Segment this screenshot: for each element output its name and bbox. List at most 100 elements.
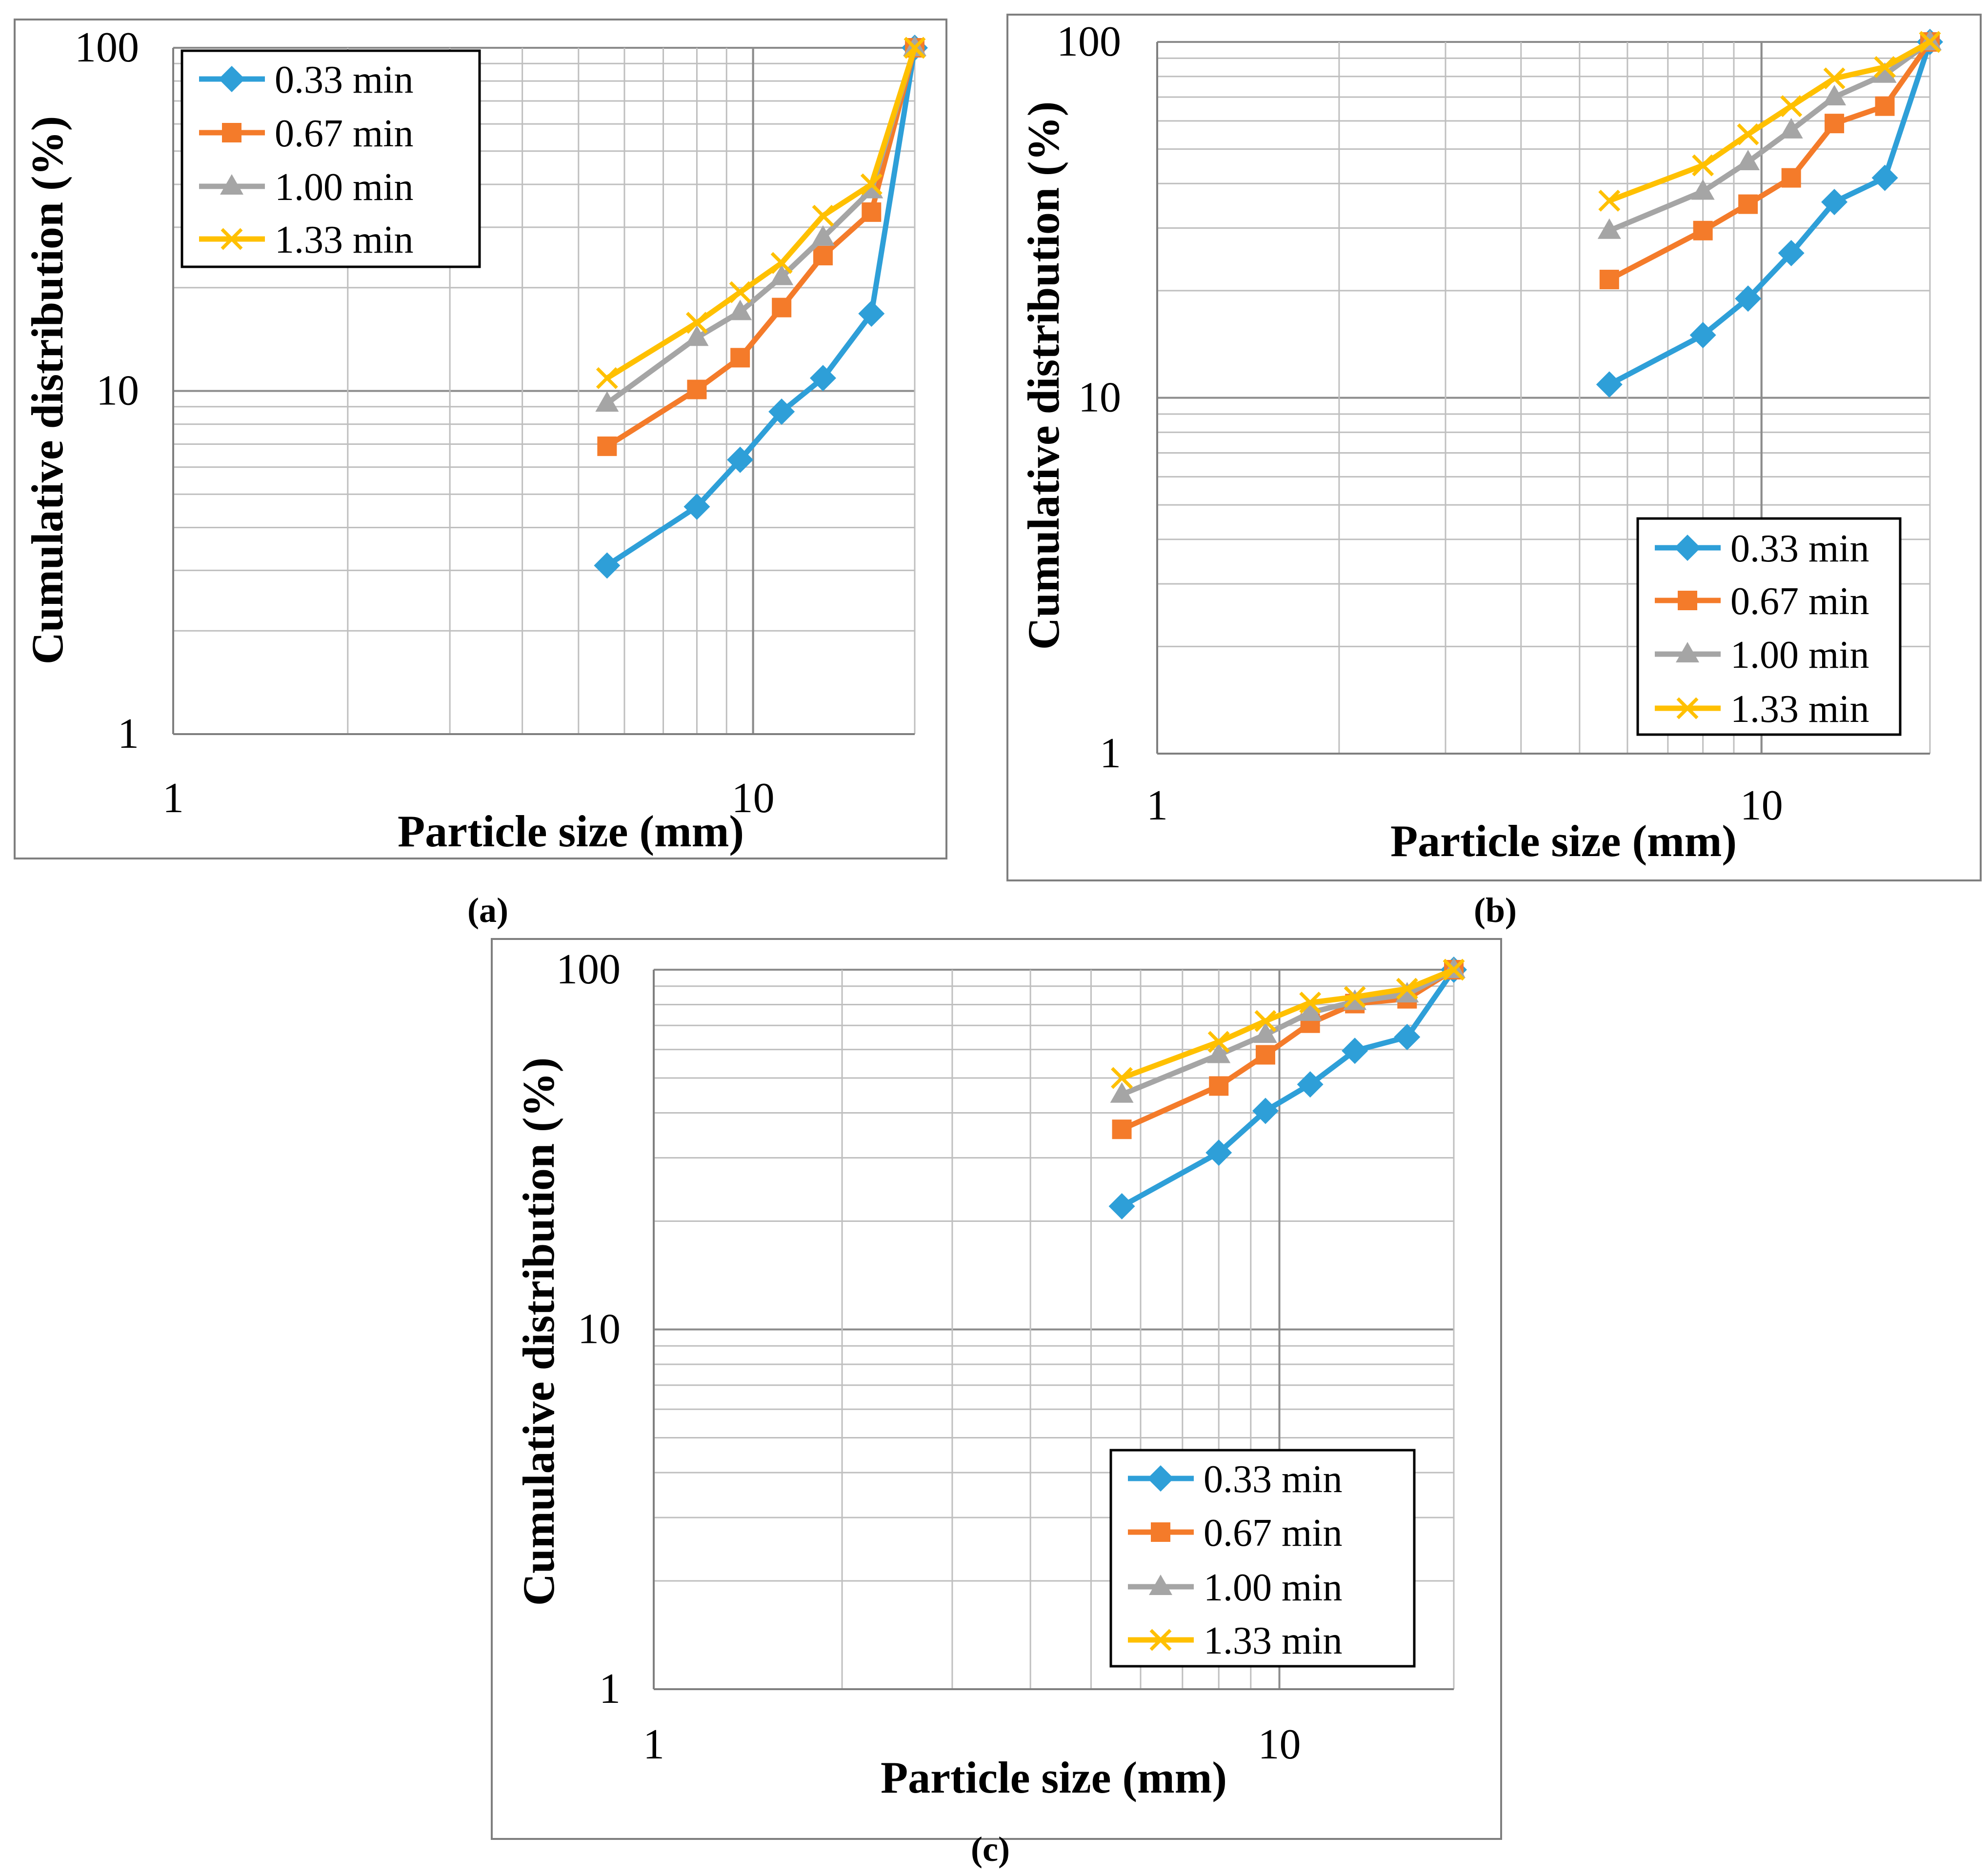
chart-b-legend-entry-1-00-min-label: 1.00 min xyxy=(1730,634,1869,677)
chart-a-series-1-33-min-point-stroke-b xyxy=(904,37,926,59)
chart-a-series-1-00-min xyxy=(595,36,926,412)
chart-c-series-1-33-min-point xyxy=(1254,1010,1277,1032)
chart-c-series-1-33-min-point-stroke-b xyxy=(1254,1010,1277,1032)
chart-b-panel-label: (b) xyxy=(1474,891,1517,930)
chart-a-legend-entry-1-33-min: 1.33 min xyxy=(199,219,413,261)
chart-a-series-1-33-min-point-stroke-b xyxy=(729,281,751,303)
chart-c-series-1-00-min-point xyxy=(1253,1022,1277,1043)
chart-a-series-1-33-min-point-stroke-b xyxy=(812,204,834,227)
chart-c-series-1-33-min-point xyxy=(1344,986,1366,1008)
chart-a-series-1-33-min-point-stroke-b xyxy=(860,173,883,196)
chart-c-series-1-33-min-point xyxy=(1443,958,1465,981)
chart-a-series-1-00-min-point xyxy=(595,391,619,412)
chart-b-series-1-00-min-point xyxy=(1779,118,1803,139)
chart-b-legend-entry-1-33-min-label: 1.33 min xyxy=(1730,688,1869,731)
chart-b-series-1-33-min-point xyxy=(1919,31,1941,53)
chart-b-legend-entry-1-33-min-swatch-marker-stroke-b xyxy=(1676,697,1699,719)
chart-b-series-1-33-min-point-stroke-b xyxy=(1737,123,1759,145)
chart-a-series-1-33-min-point xyxy=(685,312,708,334)
chart-c-ytick-label: 100 xyxy=(556,946,621,993)
chart-a: 1 10 100 1 10 0.33 min 0.67 min 1.00 min 1.33 mi… xyxy=(14,19,947,930)
chart-b-series-0-67-min-point xyxy=(1599,269,1619,289)
chart-b-series-1-33-min-point-stroke-b xyxy=(1780,95,1803,118)
chart-a-series-1-33-min-point-stroke-b xyxy=(770,252,793,274)
chart-c-series-0-33-min-point xyxy=(1252,1098,1279,1124)
chart-a-series-1-33-min-point-stroke-b xyxy=(596,367,618,389)
chart-c-x-axis-title: Particle size (mm) xyxy=(881,1753,1227,1802)
chart-b-legend-entry-0-33-min: 0.33 min xyxy=(1655,527,1869,570)
chart-a-xtick-label: 1 xyxy=(162,775,184,822)
chart-c-legend-entry-0-33-min-label: 0.33 min xyxy=(1204,1458,1342,1501)
chart-a-series-1-33-min-point-stroke-b xyxy=(685,312,708,334)
chart-b-series-1-33-min-point-stroke-b xyxy=(1874,56,1896,78)
chart-b-legend: 0.33 min 0.67 min 1.00 min 1.33 min xyxy=(1636,517,1902,736)
chart-b: 1 10 100 1 10 0.33 min 0.67 min 1.00 min 1.33 mi… xyxy=(1006,14,1982,930)
chart-c-series-0-67-min-point xyxy=(1209,1076,1229,1096)
chart-a-series-1-00-min-point xyxy=(728,299,752,320)
chart-b-series-0-67-min-point xyxy=(1825,114,1845,134)
chart-a-series-0-67-min-point xyxy=(730,348,750,368)
chart-b-legend-entry-1-33-min: 1.33 min xyxy=(1655,688,1869,731)
chart-b-legend-entry-1-00-min-swatch-marker xyxy=(1676,642,1699,662)
chart-b-legend-entry-0-33-min-swatch-marker xyxy=(1674,535,1701,561)
chart-c-legend-entry-1-00-min-swatch-marker xyxy=(1149,1575,1172,1595)
chart-c-series-1-00-min-point xyxy=(1207,1042,1231,1063)
chart-a-legend-entry-1-00-min-swatch-marker xyxy=(220,174,243,195)
chart-a-legend-entry-1-00-min-label: 1.00 min xyxy=(275,166,413,209)
chart-b-xtick-label: 10 xyxy=(1740,782,1783,829)
chart-b-series-1-33-min xyxy=(1598,31,1941,212)
chart-b-frame xyxy=(1006,14,1982,881)
chart-b-series-1-33-min-point-stroke-b xyxy=(1823,67,1846,90)
chart-b-series-1-33-min-point xyxy=(1737,123,1759,145)
chart-b-series-1-00-min-point xyxy=(1873,62,1897,83)
chart-b-ytick-label: 1 xyxy=(1100,730,1121,777)
chart-b-series-1-33-min-point xyxy=(1874,56,1896,78)
chart-a-legend-entry-0-33-min: 0.33 min xyxy=(199,59,413,101)
chart-c-xtick-label: 10 xyxy=(1258,1721,1301,1768)
chart-b-series-0-33-min-point xyxy=(1735,285,1762,312)
chart-a-ytick-label: 100 xyxy=(75,24,139,71)
chart-a-legend-entry-0-67-min-swatch-marker xyxy=(222,123,241,142)
chart-b-series-1-00-min-point xyxy=(1736,150,1760,171)
chart-a-series-0-33-min-point xyxy=(683,493,710,520)
chart-c-series-1-33-min xyxy=(1111,958,1465,1089)
chart-a-legend-entry-0-67-min: 0.67 min xyxy=(199,112,413,155)
chart-c-legend-entry-0-33-min: 0.33 min xyxy=(1128,1458,1342,1501)
chart-c-series-1-33-min-point xyxy=(1111,1067,1133,1089)
chart-c-legend-entry-1-33-min-label: 1.33 min xyxy=(1204,1619,1342,1662)
chart-b-legend-entry-0-67-min: 0.67 min xyxy=(1655,580,1869,623)
chart-b-series-1-33-min-point-stroke-b xyxy=(1919,31,1941,53)
chart-c-legend-entry-1-33-min: 1.33 min xyxy=(1128,1619,1342,1662)
chart-c-series-1-33-min-point-stroke-b xyxy=(1299,992,1322,1014)
chart-b-legend-entry-0-67-min-label: 0.67 min xyxy=(1730,580,1869,623)
chart-a-legend-entry-0-33-min-swatch-marker xyxy=(219,66,245,92)
chart-c-series-1-33-min-point-stroke-b xyxy=(1443,958,1465,981)
chart-c-series-1-33-min-point-stroke-b xyxy=(1396,978,1418,1000)
chart-c-panel-label: (c) xyxy=(971,1830,1010,1869)
chart-a-series-0-33-min-point xyxy=(727,446,754,473)
chart-b-legend-entry-1-00-min: 1.00 min xyxy=(1655,634,1869,677)
chart-b-xtick-label: 1 xyxy=(1146,782,1168,829)
chart-a-series-1-33-min-point xyxy=(812,204,834,227)
chart-a-legend-entry-1-33-min-label: 1.33 min xyxy=(275,219,413,261)
chart-b-series-0-33-min-point xyxy=(1596,371,1623,398)
chart-b-series-0-33-min-point xyxy=(1689,322,1716,349)
chart-a-panel-label: (a) xyxy=(467,891,508,930)
chart-b-grid xyxy=(1156,41,1931,755)
chart-b-series-0-67-min-point xyxy=(1781,168,1801,188)
chart-c-series-1-33-min-point xyxy=(1396,978,1418,1000)
chart-b-series-1-00-min-point xyxy=(1691,179,1715,200)
chart-c-legend-entry-1-33-min-swatch-marker-stroke-b xyxy=(1149,1629,1172,1651)
chart-a-series-1-33-min-point xyxy=(729,281,751,303)
chart-c-series-1-00-min-point xyxy=(1298,1000,1322,1021)
chart-c-frame xyxy=(491,938,1502,1840)
chart-c-ytick-label: 10 xyxy=(578,1306,621,1353)
chart-a-y-axis-title: Cumulative distribution (%) xyxy=(22,116,72,665)
chart-a-series-1-00-min-point xyxy=(770,264,794,285)
chart-c-xtick-label: 1 xyxy=(643,1721,664,1768)
chart-c-series-0-33-min-point xyxy=(1394,1023,1421,1050)
chart-a-legend-entry-1-00-min: 1.00 min xyxy=(199,166,413,209)
chart-b-series-0-67-min-point xyxy=(1738,194,1758,214)
chart-a-legend: 0.33 min 0.67 min 1.00 min 1.33 min xyxy=(181,49,481,268)
